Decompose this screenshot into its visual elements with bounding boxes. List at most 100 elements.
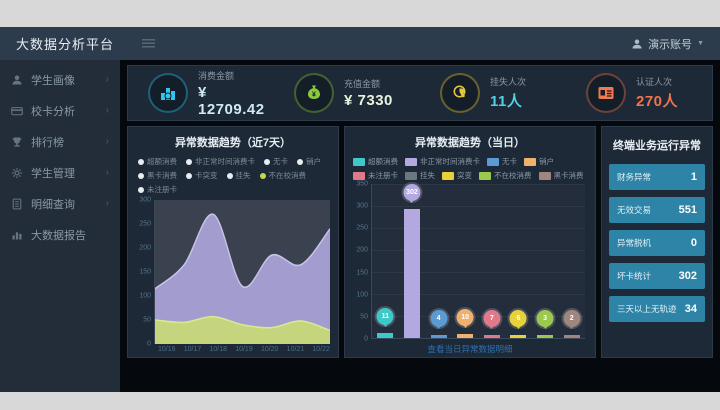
terminal-stat-row[interactable]: 无效交易 551 xyxy=(609,197,705,223)
bar xyxy=(563,335,580,338)
chevron-right-icon: › xyxy=(105,136,109,147)
y-tick-label: 0 xyxy=(364,335,368,343)
y-tick-label: 250 xyxy=(356,224,368,232)
sidebar-item-label: 明细查询 xyxy=(31,198,75,211)
y-tick-label: 300 xyxy=(356,202,368,210)
x-tick-label: 10/20 xyxy=(260,346,279,353)
user-menu[interactable]: 演示账号 ▼ xyxy=(631,36,704,52)
legend-item[interactable]: 非正常时间消费卡 xyxy=(405,156,480,167)
legend-swatch-icon xyxy=(405,171,417,180)
terminal-stat-label: 坏卡统计 xyxy=(617,271,652,281)
legend-label: 超额消费 xyxy=(368,157,398,166)
legend-item[interactable]: 卡突变 xyxy=(186,170,218,181)
gridline xyxy=(372,206,585,207)
legend-label: 挂失 xyxy=(235,171,251,180)
kpi-label: 挂失人次 xyxy=(490,77,527,87)
x-tick-label: 10/17 xyxy=(183,346,202,353)
terminal-stat-row[interactable]: 坏卡统计 302 xyxy=(609,263,705,289)
sidebar-item-4[interactable]: 学生管理 › xyxy=(0,157,120,188)
sidebar-item-3[interactable]: 排行榜 › xyxy=(0,126,120,157)
legend-item[interactable]: 突变 xyxy=(442,170,472,181)
bar-column: 2 xyxy=(563,310,581,338)
area-series-line xyxy=(155,213,330,290)
kpi-value: ¥ 12709.42 xyxy=(198,83,265,118)
sidebar-item-label: 学生管理 xyxy=(31,167,75,180)
gridline xyxy=(372,294,585,295)
legend-item[interactable]: 超额消费 xyxy=(138,156,177,167)
app-window: 大数据分析平台 演示账号 ▼ 学生画像 › 校卡分析 › 排行榜 › 学生管理 › 明细查询 › 大… xyxy=(0,27,720,392)
legend-item[interactable]: 不在校消费 xyxy=(259,170,306,181)
bar-chart-panel: 异常数据趋势（当日） 超额消费 非正常时间消费卡 无卡 销户 未注册卡 挂失 突变 不在校消费… xyxy=(344,126,596,358)
legend-item[interactable]: 无卡 xyxy=(487,156,517,167)
legend-dot-icon xyxy=(226,172,233,179)
gridline xyxy=(372,316,585,317)
legend-label: 非正常时间消费卡 xyxy=(195,157,255,166)
sidebar-item-label: 大数据报告 xyxy=(31,229,86,242)
legend-item[interactable]: 未注册卡 xyxy=(353,170,398,181)
legend-label: 未注册卡 xyxy=(368,171,398,180)
y-tick-label: 100 xyxy=(356,291,368,299)
legend-item[interactable]: 销户 xyxy=(297,156,321,167)
terminal-stat-value: 551 xyxy=(678,204,697,216)
bar-value-pin: 3 xyxy=(536,310,554,327)
legend-item[interactable]: 未注册卡 xyxy=(138,184,177,195)
legend-item[interactable]: 不在校消费 xyxy=(479,170,532,181)
legend-dot-icon xyxy=(297,158,303,165)
y-tick-label: 50 xyxy=(143,316,151,324)
bar-column: 4 xyxy=(430,310,448,338)
bar-column: 10 xyxy=(456,309,474,338)
chevron-right-icon: › xyxy=(105,167,109,178)
bar-column: 3 xyxy=(536,310,554,338)
terminal-stat-row[interactable]: 异常脱机 0 xyxy=(609,230,705,256)
legend-item[interactable]: 黑卡消费 xyxy=(138,170,177,181)
bar xyxy=(483,335,500,338)
legend-label: 销户 xyxy=(306,157,321,166)
sidebar-item-1[interactable]: 学生画像 › xyxy=(0,64,120,95)
legend-item[interactable]: 黑卡消费 xyxy=(538,170,584,181)
terminal-stat-value: 34 xyxy=(684,303,697,315)
bars-row: 11 302 4 10 7 6 3 2 xyxy=(372,184,585,338)
bar-column: 302 xyxy=(403,184,421,338)
kpi-card: 认证人次 270人 xyxy=(566,66,712,120)
legend-item[interactable]: 挂失 xyxy=(226,170,251,181)
kpi-label: 充值金额 xyxy=(344,79,381,89)
legend-item[interactable]: 超额消费 xyxy=(353,156,398,167)
legend-item[interactable]: 挂失 xyxy=(405,170,435,181)
y-tick-label: 100 xyxy=(139,292,151,300)
report-icon xyxy=(11,229,23,241)
area-chart-plot xyxy=(154,200,330,344)
legend-label: 黑卡消费 xyxy=(553,171,584,180)
kpi-label: 认证人次 xyxy=(636,77,673,87)
sidebar-item-label: 排行榜 xyxy=(31,136,64,149)
legend-dot-icon xyxy=(264,158,270,165)
legend-label: 超额消费 xyxy=(147,157,177,166)
legend-dot-icon xyxy=(138,172,144,179)
terminal-stat-label: 三天以上无轨迹 xyxy=(617,304,677,314)
kpi-value: ¥ 7330 xyxy=(344,92,393,109)
kpi-text: 认证人次 270人 xyxy=(636,75,678,111)
terminal-stat-row[interactable]: 财务异常 1 xyxy=(609,164,705,190)
sidebar-item-5[interactable]: 明细查询 › xyxy=(0,188,120,219)
y-tick-label: 200 xyxy=(139,244,151,252)
user-name: 演示账号 xyxy=(648,38,693,51)
menu-toggle-icon[interactable] xyxy=(142,39,156,48)
bar xyxy=(510,335,527,338)
kpi-panel: 消费金额 ¥ 12709.42 ¥ 充值金额 ¥ 7330 挂失人次 11人 认证人次 270人 xyxy=(127,65,713,121)
legend-swatch-icon xyxy=(353,157,365,166)
sidebar-item-6[interactable]: 大数据报告 xyxy=(0,219,120,250)
bar-column: 11 xyxy=(376,308,394,338)
legend-label: 卡突变 xyxy=(195,171,218,180)
legend-item[interactable]: 非正常时间消费卡 xyxy=(186,156,255,167)
sidebar-item-2[interactable]: 校卡分析 › xyxy=(0,95,120,126)
money-bag-icon: ¥ xyxy=(294,73,334,113)
legend-label: 无卡 xyxy=(273,157,288,166)
kpi-card: ¥ 充值金额 ¥ 7330 xyxy=(274,66,420,120)
hand-click-icon xyxy=(440,73,480,113)
terminal-stat-row[interactable]: 三天以上无轨迹 34 xyxy=(609,296,705,322)
legend-item[interactable]: 无卡 xyxy=(264,156,288,167)
bar-chart-footer-link[interactable]: 查看当日异常数据明细 xyxy=(427,344,513,354)
y-tick-label: 150 xyxy=(139,268,151,276)
legend-item[interactable]: 销户 xyxy=(524,156,554,167)
legend-swatch-icon xyxy=(405,157,417,166)
legend-label: 黑卡消费 xyxy=(147,171,177,180)
